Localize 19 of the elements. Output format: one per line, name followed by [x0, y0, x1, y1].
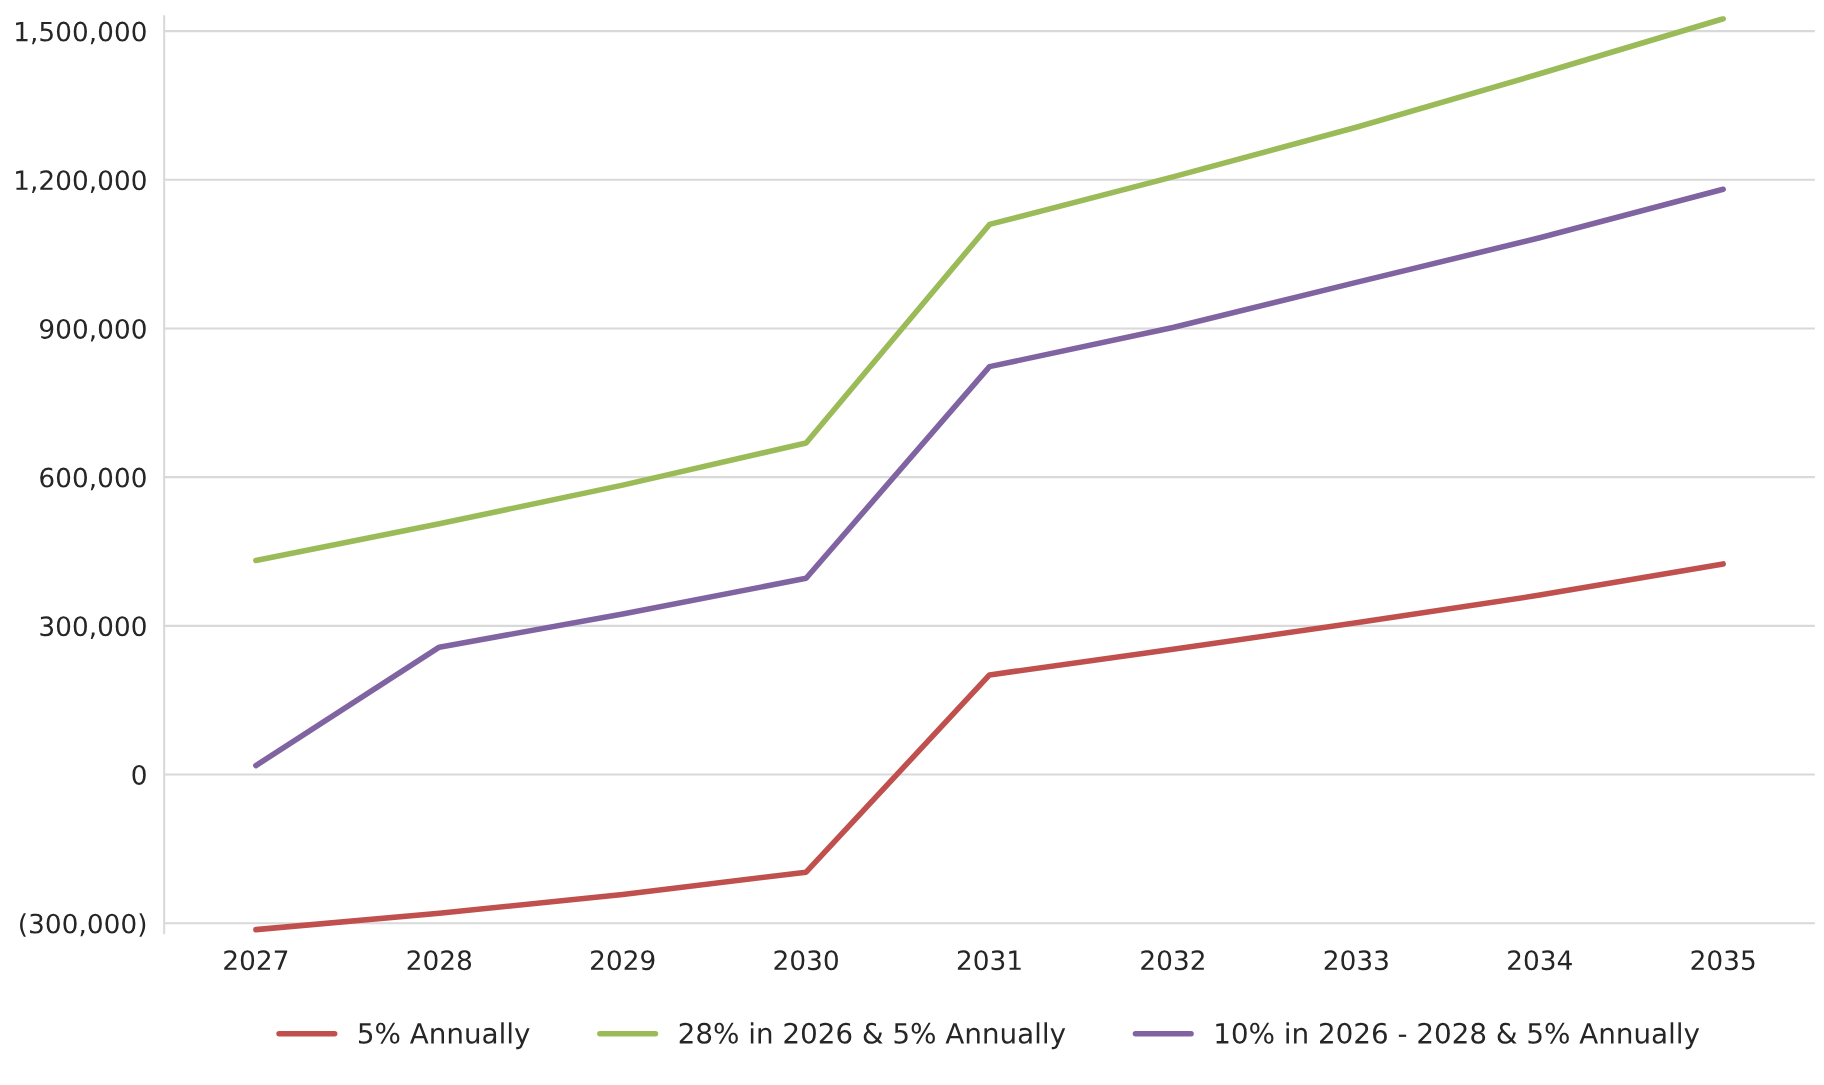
- x-tick-label: 2028: [407, 950, 472, 971]
- x-tick-label: 2032: [1141, 950, 1204, 971]
- y-tick-label: 900,000: [40, 318, 146, 342]
- x-tick-label: 2027: [224, 950, 288, 971]
- y-tick-label: 1,200,000: [16, 170, 146, 193]
- y-tick-label: (300,000): [20, 913, 146, 937]
- y-tick-label: 600,000: [40, 467, 146, 491]
- x-tick-label: 2035: [1691, 950, 1755, 971]
- y-tick-label: 0: [132, 764, 146, 785]
- y-tick-label: 300,000: [40, 616, 146, 639]
- x-tick-label: 2031: [957, 950, 1021, 971]
- legend-label: 5% Annually: [359, 1022, 530, 1050]
- x-tick-label: 2033: [1324, 950, 1388, 971]
- x-tick-label: 2029: [591, 950, 655, 971]
- legend-label: 28% in 2026 & 5% Annually: [679, 1022, 1066, 1050]
- y-tick-label: 1,500,000: [16, 21, 146, 45]
- legend-label: 10% in 2026 - 2028 & 5% Annually: [1216, 1022, 1700, 1050]
- x-tick-label: 2030: [774, 950, 838, 971]
- x-tick-label: 2034: [1508, 950, 1572, 971]
